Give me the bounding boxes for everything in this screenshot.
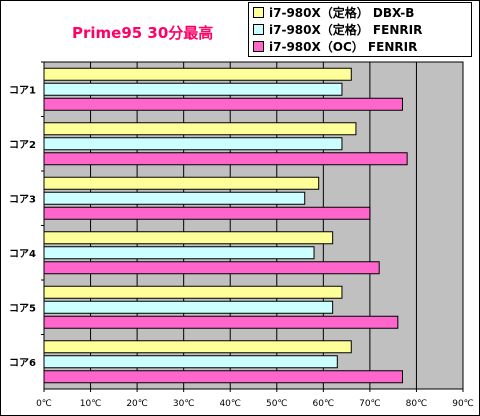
category-label: コア3 — [9, 193, 36, 205]
category-label: コア5 — [9, 302, 36, 314]
bar — [43, 206, 371, 220]
bar — [43, 355, 338, 369]
bar — [43, 315, 399, 329]
x-tick-label: 80℃ — [406, 399, 428, 409]
x-tick-label: 20℃ — [126, 399, 148, 409]
legend-label-series-3: i7-980X（OC） FENRIR — [269, 40, 418, 54]
bar — [43, 261, 380, 275]
legend-label-series-1: i7-980X（定格） DBX-B — [269, 6, 415, 20]
x-tick-label: 50℃ — [266, 399, 288, 409]
bar — [43, 370, 403, 384]
category-label: コア1 — [9, 84, 36, 96]
x-tick-label: 10℃ — [80, 399, 102, 409]
x-tick-label: 30℃ — [173, 399, 195, 409]
category-label: コア2 — [9, 139, 36, 151]
x-tick-label: 70℃ — [359, 399, 381, 409]
category-label: コア6 — [9, 357, 36, 369]
bar — [43, 152, 408, 166]
chart-title: Prime95 30分最高 — [72, 24, 214, 42]
bar — [43, 67, 352, 81]
x-tick-label: 90℃ — [452, 399, 474, 409]
legend-label-series-2: i7-980X（定格） FENRIR — [269, 23, 423, 37]
legend-swatch-series-2 — [253, 24, 264, 35]
legend: i7-980X（定格） DBX-B i7-980X（定格） FENRIR i7-… — [248, 2, 472, 57]
x-tick-label: 40℃ — [219, 399, 241, 409]
legend-swatch-series-3 — [253, 41, 264, 52]
legend-swatch-series-1 — [253, 7, 264, 18]
legend-item-series-3: i7-980X（OC） FENRIR — [253, 38, 417, 55]
bar — [43, 191, 306, 205]
bar — [43, 246, 315, 260]
legend-item-series-2: i7-980X（定格） FENRIR — [253, 21, 422, 38]
bar — [43, 122, 357, 136]
x-tick-label: 0℃ — [36, 399, 52, 409]
legend-item-series-1: i7-980X（定格） DBX-B — [253, 4, 414, 21]
bar — [43, 97, 403, 111]
bar — [43, 285, 343, 299]
bar — [43, 176, 320, 190]
category-label: コア4 — [9, 248, 36, 260]
bar — [43, 300, 334, 314]
x-tick-label: 60℃ — [313, 399, 335, 409]
bar — [43, 340, 352, 354]
plot-area — [43, 61, 464, 390]
bar — [43, 231, 334, 245]
bar — [43, 82, 343, 96]
bar — [43, 137, 343, 151]
